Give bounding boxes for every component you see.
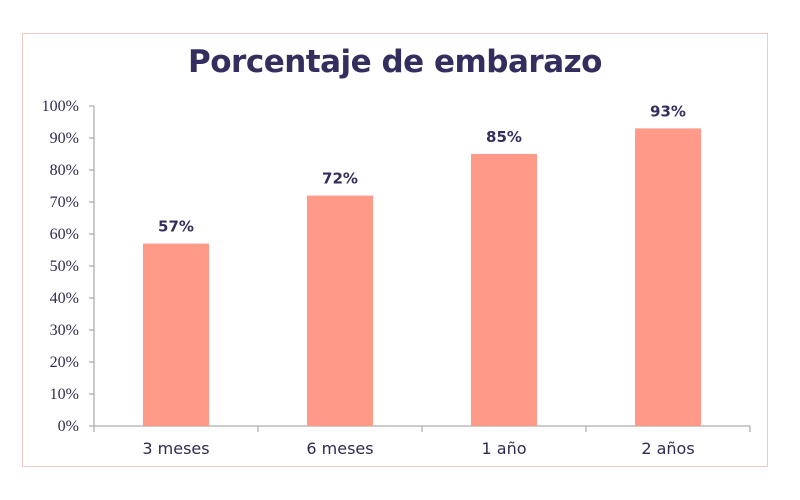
chart-title: Porcentaje de embarazo (188, 44, 602, 80)
y-tick-label: 20% (50, 354, 79, 371)
y-tick-label: 70% (50, 194, 79, 211)
bar-1 (143, 243, 209, 426)
data-label: 72% (322, 170, 358, 188)
y-tick-label: 0% (58, 418, 79, 435)
x-tick-label: 1 año (482, 439, 527, 458)
y-tick-label: 10% (50, 386, 79, 403)
bar-4 (635, 128, 701, 426)
x-tick-label: 3 meses (142, 439, 209, 458)
data-label: 93% (650, 102, 686, 120)
y-tick-label: 80% (50, 162, 79, 179)
bars (143, 128, 701, 426)
y-tick-label: 60% (50, 226, 79, 243)
x-tick-label: 6 meses (306, 439, 373, 458)
x-tick-label: 2 años (641, 439, 694, 458)
y-tick-label: 30% (50, 322, 79, 339)
bar-2 (307, 195, 373, 426)
axes: 0% 10% 20% 30% 40% 50% 60% 70% 80% 90% 100% 3 meses… (42, 98, 751, 458)
y-tick-label: 40% (50, 290, 79, 307)
data-label: 57% (158, 218, 194, 236)
y-tick-label: 90% (50, 130, 79, 147)
data-labels: 57% 72% 85% 93% (158, 102, 686, 235)
y-tick-label: 50% (50, 258, 79, 275)
y-tick-label: 100% (42, 98, 79, 115)
bar-3 (471, 154, 537, 426)
data-label: 85% (486, 128, 522, 146)
